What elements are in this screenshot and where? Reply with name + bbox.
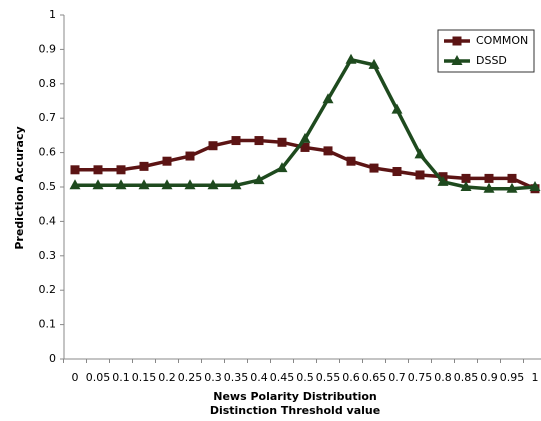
data-point <box>231 136 241 146</box>
data-point <box>161 179 173 190</box>
data-point <box>507 173 517 183</box>
x-tick-label: 0.85 <box>454 371 479 384</box>
x-tick-label: 0.1 <box>112 371 130 384</box>
y-tick-label: 1 <box>49 8 56 21</box>
x-tick-label: 0.15 <box>132 371 157 384</box>
data-point <box>230 179 242 190</box>
y-tick-label: 0.9 <box>39 42 57 55</box>
data-point <box>322 93 334 104</box>
y-tick-label: 0.4 <box>39 214 57 227</box>
data-point <box>185 151 195 161</box>
x-tick-label: 0.65 <box>362 371 387 384</box>
x-tick-label: 0.2 <box>158 371 176 384</box>
data-point <box>253 174 265 185</box>
data-point <box>115 179 127 190</box>
x-tick-label: 0.5 <box>296 371 314 384</box>
data-point <box>484 173 494 183</box>
data-point <box>277 137 287 147</box>
y-tick-label: 0.3 <box>39 249 57 262</box>
y-tick-label: 0.7 <box>39 111 57 124</box>
data-point <box>460 181 472 191</box>
data-point <box>506 182 518 193</box>
data-point <box>369 163 379 173</box>
legend-label: DSSD <box>476 54 507 67</box>
x-tick-label: 0.3 <box>204 371 222 384</box>
data-point <box>184 179 196 190</box>
x-tick-label: 0.7 <box>388 371 406 384</box>
x-axis-label: Distinction Threshold value <box>210 404 380 417</box>
data-point <box>300 142 310 152</box>
data-point <box>461 173 471 183</box>
data-point <box>207 179 219 190</box>
x-tick-label: 0.6 <box>342 371 360 384</box>
x-tick-label: 0.8 <box>434 371 452 384</box>
legend-label: COMMON <box>476 34 528 47</box>
x-tick-label: 0.25 <box>178 371 203 384</box>
x-tick-label: 1 <box>532 371 539 384</box>
data-point <box>69 179 81 190</box>
x-tick-label: 0.4 <box>250 371 268 384</box>
data-point <box>346 156 356 166</box>
data-point <box>208 141 218 151</box>
x-tick-label: 0.55 <box>316 371 341 384</box>
data-point <box>138 179 150 190</box>
data-point <box>323 146 333 156</box>
data-point <box>345 53 357 64</box>
x-tick-label: 0 <box>72 371 79 384</box>
x-axis-label: News Polarity Distribution <box>213 390 377 403</box>
x-tick-label: 0.95 <box>500 371 525 384</box>
data-point <box>368 58 380 69</box>
data-point <box>391 103 403 114</box>
x-tick-label: 0.35 <box>224 371 249 384</box>
data-point <box>70 165 80 175</box>
legend-marker <box>451 55 463 65</box>
y-tick-label: 0.6 <box>39 146 57 159</box>
y-axis-label: Prediction Accuracy <box>13 126 26 249</box>
data-point <box>437 175 449 186</box>
y-tick-label: 0.8 <box>39 77 57 90</box>
x-tick-label: 0.9 <box>480 371 498 384</box>
data-point <box>529 181 541 191</box>
data-point <box>414 148 426 159</box>
x-tick-label: 0.05 <box>86 371 111 384</box>
x-tick-label: 0.45 <box>270 371 295 384</box>
data-point <box>392 167 402 177</box>
data-point <box>116 165 126 175</box>
data-point <box>276 162 288 173</box>
y-tick-label: 0 <box>49 352 56 365</box>
data-point <box>92 179 104 190</box>
data-point <box>93 165 103 175</box>
data-point <box>415 170 425 180</box>
data-point <box>254 136 264 146</box>
data-point <box>483 182 495 193</box>
x-tick-label: 0.75 <box>408 371 433 384</box>
y-tick-label: 0.1 <box>39 318 57 331</box>
y-tick-label: 0.5 <box>39 180 57 193</box>
data-point <box>299 132 311 143</box>
data-point <box>162 156 172 166</box>
legend-marker <box>452 36 462 46</box>
data-point <box>139 161 149 171</box>
y-tick-label: 0.2 <box>39 283 57 296</box>
